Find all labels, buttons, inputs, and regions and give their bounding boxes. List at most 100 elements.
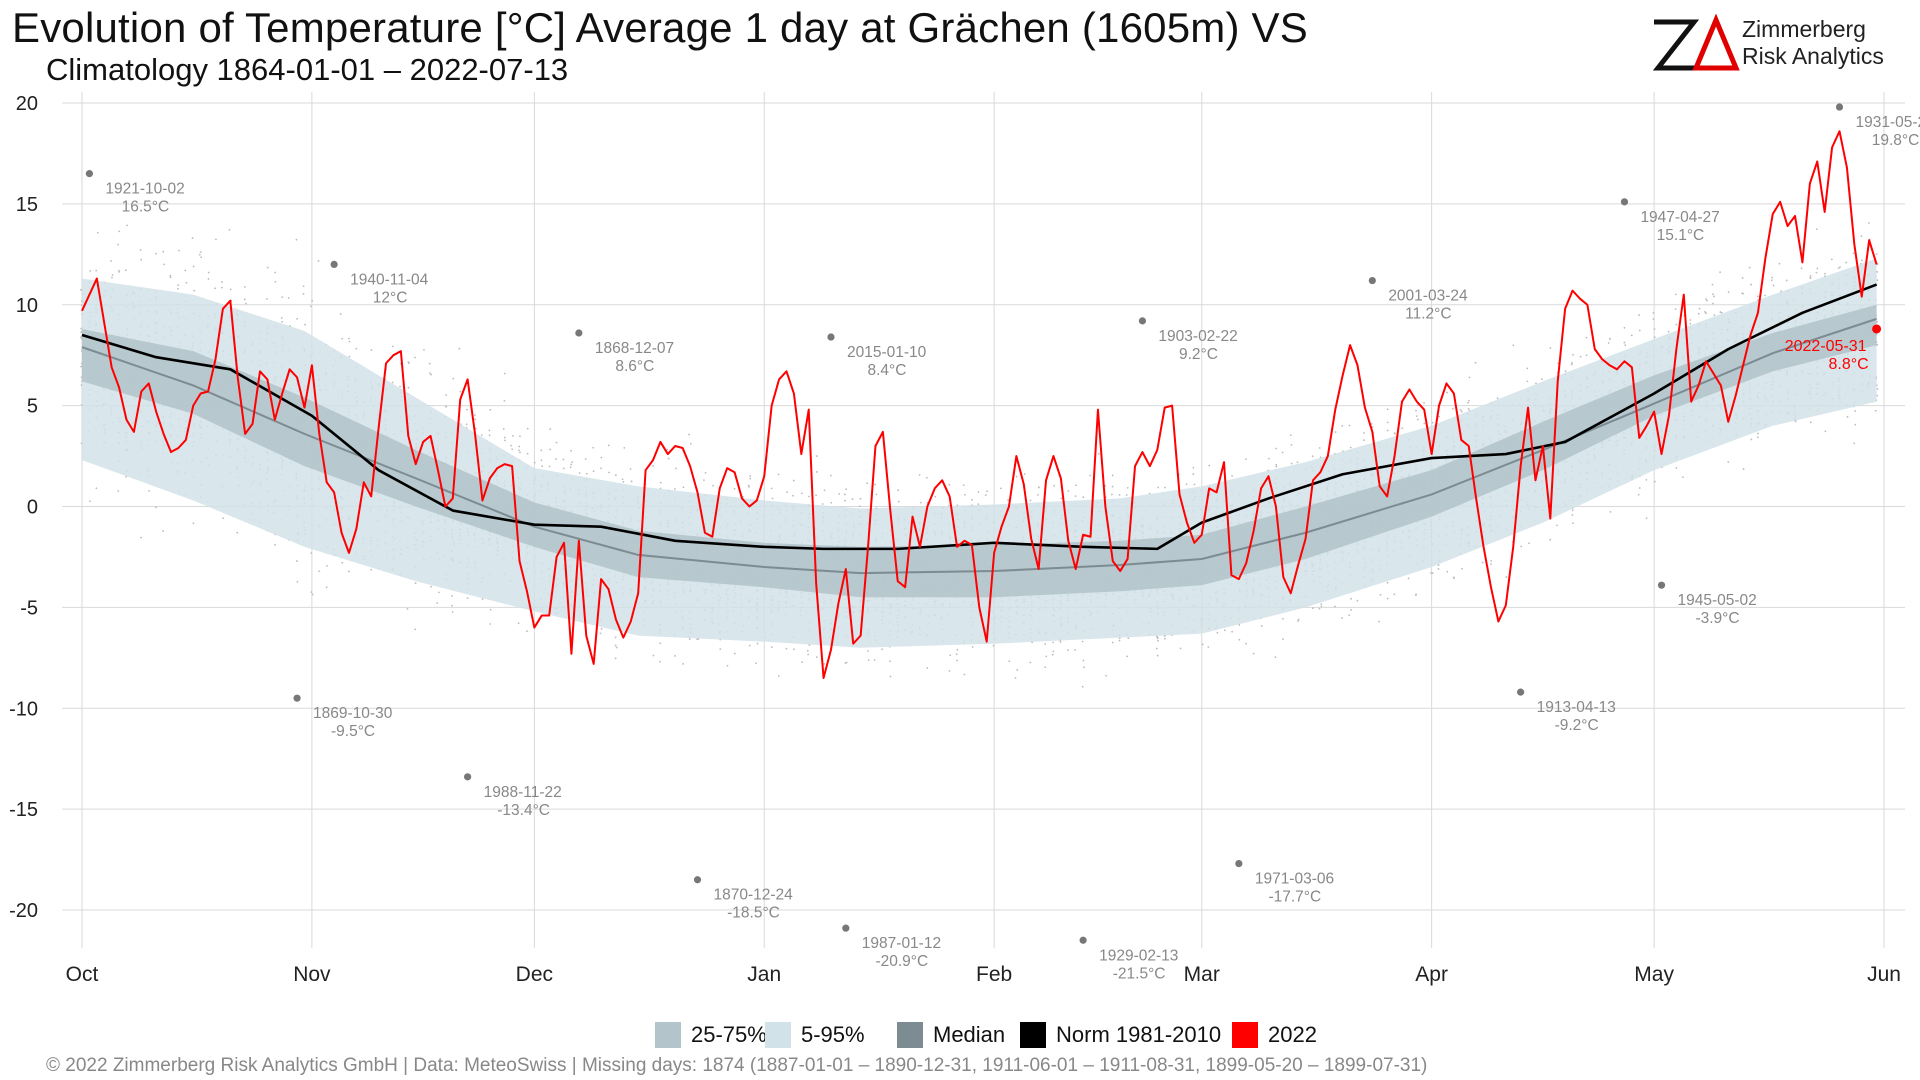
scatter-point bbox=[274, 543, 276, 546]
y-tick-label: -5 bbox=[20, 597, 38, 619]
scatter-point bbox=[682, 663, 685, 665]
scatter-point bbox=[407, 386, 410, 389]
scatter-point bbox=[712, 484, 714, 487]
scatter-point bbox=[274, 280, 277, 283]
scatter-point bbox=[1192, 473, 1195, 476]
scatter-point bbox=[287, 296, 290, 299]
scatter-point bbox=[897, 500, 900, 503]
scatter-point bbox=[629, 468, 632, 470]
scatter-point bbox=[600, 627, 603, 630]
scatter-point bbox=[1378, 620, 1380, 623]
scatter-point bbox=[193, 289, 196, 292]
scatter-point bbox=[1015, 475, 1018, 478]
scatter-point bbox=[1126, 486, 1129, 489]
scatter-point bbox=[163, 263, 166, 266]
scatter-point bbox=[1238, 624, 1241, 626]
scatter-point bbox=[177, 284, 180, 287]
scatter-point bbox=[1074, 495, 1077, 497]
scatter-point bbox=[1468, 376, 1471, 379]
scatter-point bbox=[881, 648, 884, 651]
scatter-point bbox=[458, 347, 461, 350]
scatter-point bbox=[310, 591, 313, 593]
scatter-point bbox=[192, 522, 195, 525]
scatter-point bbox=[96, 231, 99, 234]
scatter-point bbox=[311, 593, 314, 596]
scatter-point bbox=[948, 483, 951, 486]
scatter-point bbox=[971, 498, 973, 501]
scatter-point bbox=[80, 327, 83, 330]
scatter-point bbox=[117, 490, 120, 492]
scatter-point bbox=[473, 414, 476, 417]
scatter-point bbox=[155, 506, 157, 509]
scatter-point bbox=[1438, 415, 1440, 418]
scatter-point bbox=[1252, 652, 1255, 655]
scatter-point bbox=[1415, 415, 1418, 418]
scatter-point bbox=[429, 372, 431, 375]
scatter-point bbox=[688, 433, 690, 436]
scatter-point bbox=[430, 585, 432, 588]
scatter-point bbox=[1044, 643, 1047, 645]
scatter-point bbox=[1111, 474, 1114, 477]
scatter-point bbox=[1037, 493, 1039, 496]
scatter-point bbox=[977, 491, 980, 493]
scatter-point bbox=[391, 381, 394, 384]
za-logo-mark bbox=[1652, 13, 1740, 71]
scatter-point bbox=[1105, 674, 1108, 677]
scatter-point bbox=[1193, 483, 1196, 486]
scatter-point bbox=[481, 598, 484, 600]
scatter-point bbox=[480, 434, 483, 436]
scatter-point bbox=[652, 654, 655, 657]
logo-line1: Zimmerberg bbox=[1742, 16, 1866, 42]
scatter-point bbox=[815, 455, 818, 457]
scatter-point bbox=[511, 435, 514, 437]
scatter-point bbox=[221, 281, 223, 283]
scatter-point bbox=[1125, 494, 1128, 496]
scatter-point bbox=[80, 376, 83, 379]
scatter-point bbox=[585, 472, 588, 475]
scatter-point bbox=[1437, 568, 1440, 570]
x-tick-label: Feb bbox=[976, 963, 1012, 986]
scatter-point bbox=[1320, 605, 1323, 608]
scatter-point bbox=[956, 659, 958, 662]
scatter-point bbox=[541, 465, 544, 468]
y-tick-label: -20 bbox=[9, 900, 38, 922]
scatter-point bbox=[823, 489, 826, 492]
scatter-point bbox=[80, 336, 82, 339]
scatter-point bbox=[428, 362, 431, 365]
scatter-point bbox=[1118, 493, 1121, 496]
scatter-point bbox=[1111, 485, 1114, 488]
scatter-point bbox=[191, 237, 194, 239]
scatter-point bbox=[1415, 409, 1417, 412]
scatter-point bbox=[858, 505, 861, 508]
scatter-point bbox=[815, 656, 818, 659]
scatter-point bbox=[445, 394, 448, 396]
scatter-point bbox=[986, 490, 989, 493]
scatter-point bbox=[1216, 631, 1219, 634]
x-tick-label: Jun bbox=[1867, 963, 1901, 986]
scatter-point bbox=[215, 238, 217, 241]
scatter-point bbox=[1296, 461, 1299, 464]
scatter-point bbox=[198, 253, 201, 256]
scatter-point bbox=[600, 456, 603, 459]
scatter-point bbox=[845, 488, 848, 491]
logo-line2: Risk Analytics bbox=[1742, 43, 1884, 69]
scatter-point bbox=[682, 486, 685, 489]
scatter-point bbox=[667, 457, 670, 460]
scatter-point bbox=[1053, 484, 1056, 487]
scatter-point bbox=[1407, 577, 1410, 580]
scatter-point bbox=[949, 654, 952, 656]
scatter-point bbox=[1067, 490, 1070, 492]
scatter-point bbox=[977, 503, 980, 506]
scatter-point bbox=[674, 655, 676, 657]
scatter-point bbox=[302, 285, 305, 288]
scatter-point bbox=[1370, 422, 1373, 425]
scatter-point bbox=[562, 467, 565, 470]
scatter-point bbox=[1156, 654, 1159, 657]
scatter-point bbox=[341, 561, 344, 564]
scatter-point bbox=[630, 480, 633, 483]
scatter-point bbox=[1386, 421, 1389, 424]
scatter-point bbox=[792, 479, 795, 482]
scatter-point bbox=[1016, 668, 1019, 671]
scatter-point bbox=[1297, 620, 1299, 622]
scatter-point bbox=[399, 385, 401, 388]
